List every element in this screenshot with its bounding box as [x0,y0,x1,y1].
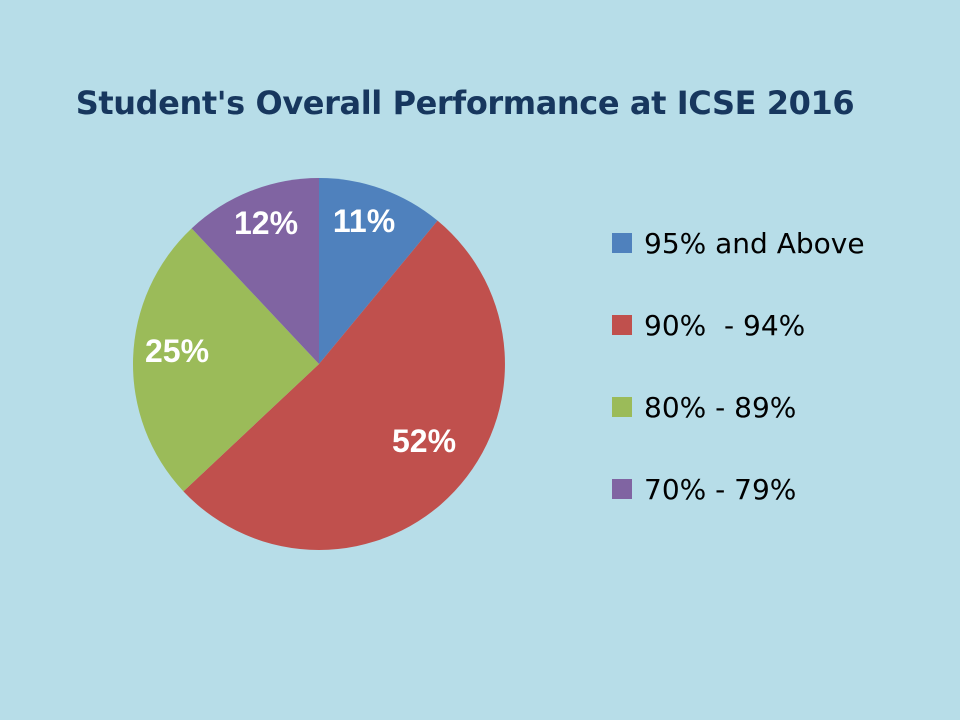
legend-label: 90% - 94% [644,308,806,342]
pie-data-label: 52% [392,423,456,459]
pie-slice [132,228,319,492]
legend-swatch [612,397,632,417]
legend: 95% and Above 90% - 94% 80% - 89% 70% - … [612,222,865,550]
legend-label: 70% - 79% [644,472,797,506]
pie-data-label: 25% [145,333,209,369]
legend-item: 80% - 89% [612,386,865,428]
legend-item: 70% - 79% [612,468,865,510]
pie-slice [183,220,505,550]
legend-swatch [612,315,632,335]
legend-label: 80% - 89% [644,390,797,424]
pie-data-label: 12% [234,205,298,241]
legend-item: 95% and Above [612,222,865,264]
pie-slice [319,178,438,364]
pie-data-label: 11% [333,203,395,239]
pie-data-labels: 11% 52% 25% 12% [145,203,456,459]
legend-label: 95% and Above [644,226,865,260]
legend-item: 90% - 94% [612,304,865,346]
legend-swatch [612,233,632,253]
chart-title: Student's Overall Performance at ICSE 20… [75,84,855,122]
legend-swatch [612,479,632,499]
pie-slice [191,177,319,364]
pie-slices [132,177,505,550]
